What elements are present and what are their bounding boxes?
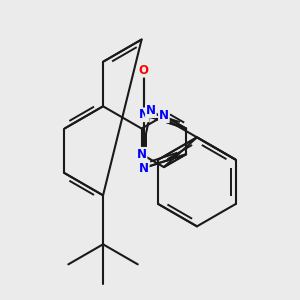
Text: N: N [139, 161, 149, 175]
Text: N: N [159, 109, 169, 122]
Text: N: N [136, 148, 147, 161]
Text: N: N [139, 108, 149, 121]
Text: N: N [146, 104, 156, 117]
Text: O: O [139, 64, 149, 77]
